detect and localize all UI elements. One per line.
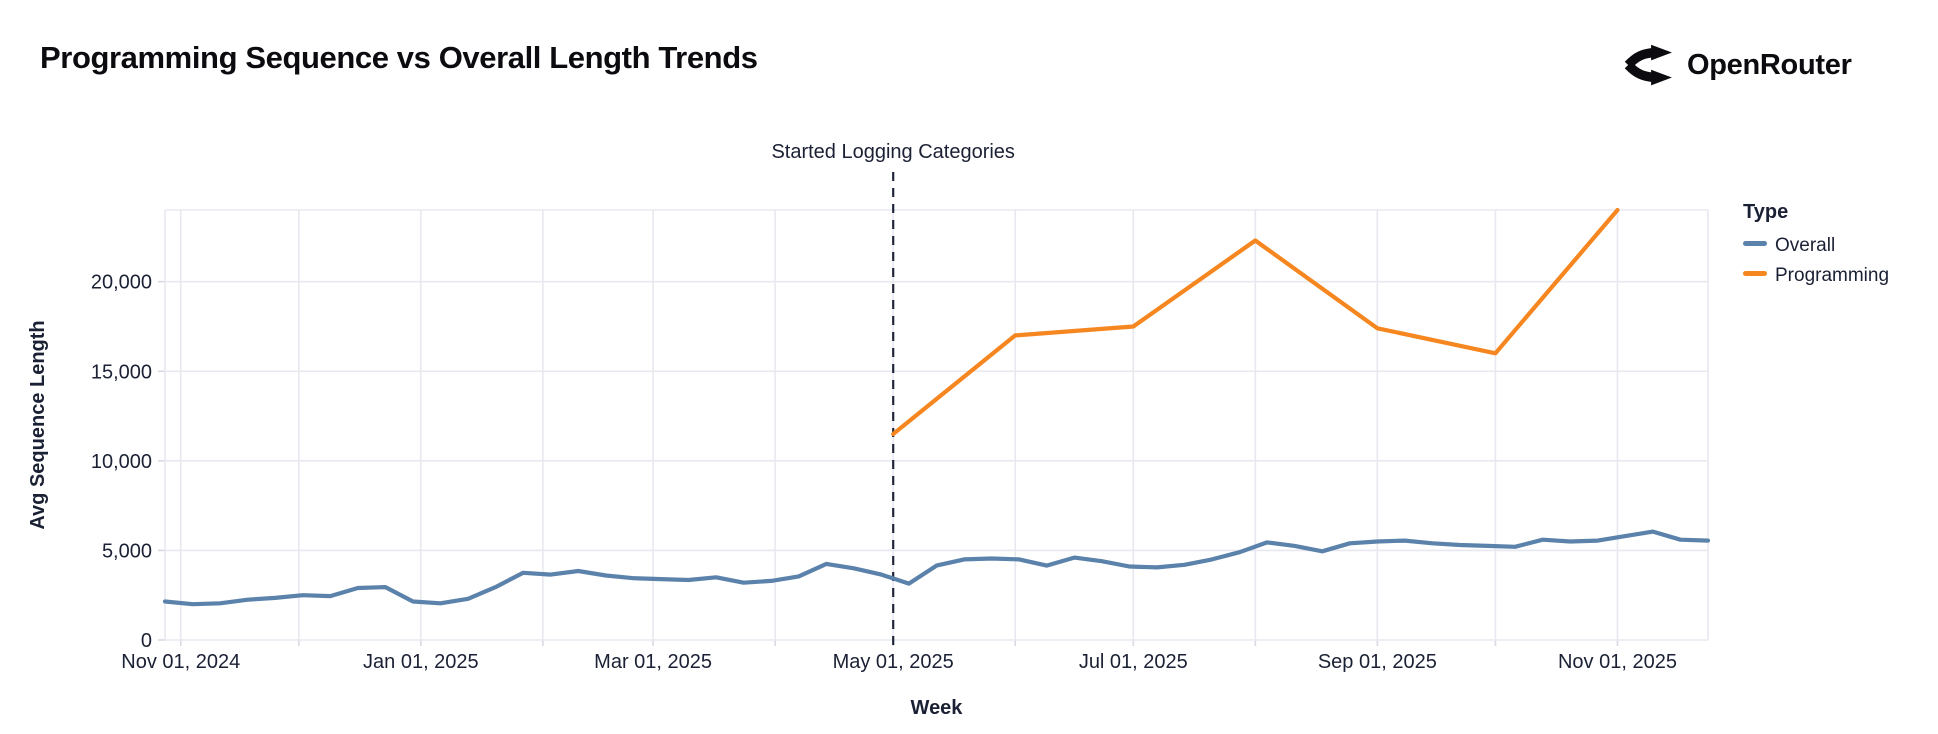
y-tick-label: 10,000 xyxy=(91,451,152,473)
annotation-label: Started Logging Categories xyxy=(771,141,1015,163)
y-axis-title: Avg Sequence Length xyxy=(27,320,49,529)
openrouter-fork-icon xyxy=(1624,44,1672,86)
openrouter-logo: OpenRouter xyxy=(1624,42,1852,88)
series-line-programming xyxy=(891,207,1620,437)
legend-label-programming: Programming xyxy=(1775,265,1889,286)
x-tick-label: Nov 01, 2025 xyxy=(1558,651,1677,673)
legend-label-overall: Overall xyxy=(1775,235,1835,256)
x-tick-label: Mar 01, 2025 xyxy=(594,651,712,673)
x-axis-title: Week xyxy=(911,697,964,719)
openrouter-logo-text: OpenRouter xyxy=(1687,48,1852,81)
y-tick-label: 15,000 xyxy=(91,361,152,383)
y-tick-label: 5,000 xyxy=(102,540,152,562)
legend-swatch-programming xyxy=(1743,271,1767,276)
y-tick-label: 20,000 xyxy=(91,272,152,294)
x-tick-label: May 01, 2025 xyxy=(833,651,954,673)
x-tick-label: Jan 01, 2025 xyxy=(363,651,479,673)
legend-title: Type xyxy=(1743,201,1788,223)
x-tick-label: Jul 01, 2025 xyxy=(1079,651,1188,673)
page-title: Programming Sequence vs Overall Length T… xyxy=(40,40,758,75)
legend-swatch-overall xyxy=(1743,241,1767,246)
x-tick-label: Nov 01, 2024 xyxy=(121,651,240,673)
x-tick-label: Sep 01, 2025 xyxy=(1318,651,1437,673)
series-line-overall xyxy=(162,529,1711,607)
y-tick-label: 0 xyxy=(141,630,152,652)
